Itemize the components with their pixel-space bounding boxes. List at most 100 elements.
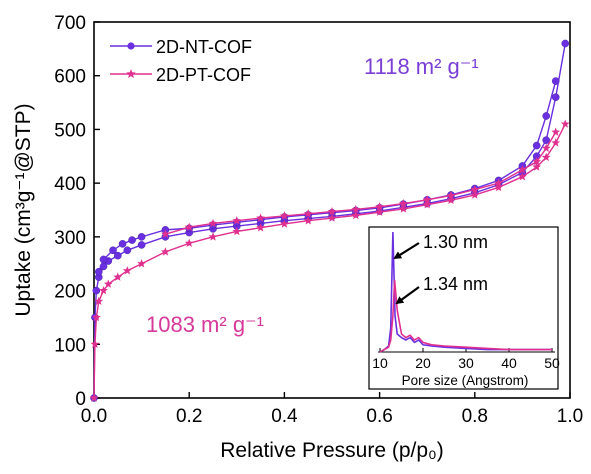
data-point-pt xyxy=(184,238,194,248)
legend-marker-pt xyxy=(126,69,136,79)
annotation-nt-surface-area: 1118 m² g⁻¹ xyxy=(364,54,479,79)
x-tick-label: 0.2 xyxy=(176,406,202,427)
data-point-pt xyxy=(232,216,242,225)
data-point-nt xyxy=(137,241,146,249)
data-point-pt xyxy=(113,272,123,281)
data-point-pt xyxy=(446,195,456,205)
data-point-pt xyxy=(422,200,432,209)
data-point-nt xyxy=(114,251,122,260)
inset-annotation-1-34nm: 1.34 nm xyxy=(423,274,488,294)
data-point-nt xyxy=(551,77,560,85)
data-point-nt xyxy=(99,255,108,264)
x-axis-label: Relative Pressure (p/p₀) xyxy=(220,439,443,462)
legend-label-pt: 2D-PT-COF xyxy=(156,65,251,85)
data-point-pt xyxy=(232,226,242,236)
legend: 2D-NT-COF 2D-PT-COF xyxy=(110,37,252,85)
y-tick-label: 300 xyxy=(54,228,86,249)
inset-x-tick-label: 10 xyxy=(372,355,388,371)
y-axis-label: Uptake (cm³g⁻¹@STP) xyxy=(12,103,35,316)
data-point-nt xyxy=(94,267,103,276)
inset-axis-ticks: 10 20 30 40 50 xyxy=(372,348,560,371)
data-point-nt xyxy=(137,233,146,241)
data-point-pt xyxy=(494,178,503,187)
y-tick-label: 100 xyxy=(54,335,86,356)
data-point-nt xyxy=(92,286,101,295)
data-point-nt xyxy=(561,39,570,48)
data-point-pt xyxy=(90,339,100,349)
data-point-pt xyxy=(99,285,108,295)
y-tick-label: 600 xyxy=(54,67,86,88)
x-tick-label: 0.6 xyxy=(366,406,392,427)
data-point-nt xyxy=(118,240,127,248)
inset-series-line-nt xyxy=(379,231,552,353)
data-point-nt xyxy=(542,112,551,120)
data-point-pt xyxy=(351,204,361,214)
data-point-pt xyxy=(327,213,337,222)
inset-x-tick-label: 30 xyxy=(458,355,474,371)
legend-label-nt: 2D-NT-COF xyxy=(156,37,252,57)
main-plot-series xyxy=(89,39,570,402)
data-point-pt xyxy=(399,204,408,213)
data-point-pt xyxy=(208,232,218,241)
y-tick-label: 200 xyxy=(54,282,86,303)
inset-annotation-1-30nm: 1.30 nm xyxy=(423,232,488,252)
data-point-pt xyxy=(375,207,384,216)
inset-series-line-pt xyxy=(379,279,552,353)
data-point-nt xyxy=(551,93,560,101)
main-axis-ticks: 0.0 0.2 0.4 0.6 0.8 1.0 0 100 200 300 400 500 600 700 xyxy=(54,13,583,427)
data-point-pt xyxy=(375,202,384,211)
x-tick-label: 0.4 xyxy=(271,406,298,427)
inset-arrow-1-34nm xyxy=(395,286,420,305)
inset-arrow-1-30nm xyxy=(393,242,420,260)
data-point-pt xyxy=(161,229,170,238)
data-point-pt xyxy=(551,138,561,147)
inset-x-tick-label: 50 xyxy=(544,355,560,371)
data-point-pt xyxy=(470,184,480,194)
inset-x-tick-label: 40 xyxy=(501,355,517,371)
inset-series xyxy=(379,231,552,353)
data-point-pt xyxy=(303,216,313,225)
data-point-pt xyxy=(122,266,132,275)
data-point-nt xyxy=(532,141,541,150)
data-point-nt xyxy=(128,236,136,244)
data-point-pt xyxy=(541,143,551,152)
x-tick-label: 1.0 xyxy=(557,406,583,427)
data-point-pt xyxy=(560,119,570,128)
legend-marker-nt xyxy=(127,42,135,50)
data-point-pt xyxy=(327,207,337,216)
data-point-pt xyxy=(446,190,456,200)
data-point-pt xyxy=(532,162,542,171)
data-point-pt xyxy=(532,157,542,166)
data-point-pt xyxy=(94,296,104,306)
data-point-pt xyxy=(256,213,265,222)
data-point-pt xyxy=(518,172,527,181)
data-point-nt xyxy=(123,246,132,255)
data-point-pt xyxy=(280,219,289,228)
data-point-pt xyxy=(92,312,101,322)
y-tick-label: 700 xyxy=(54,13,86,34)
y-tick-label: 500 xyxy=(54,120,86,141)
data-point-pt xyxy=(470,190,480,199)
annotation-pt-surface-area: 1083 m² g⁻¹ xyxy=(146,312,264,337)
data-point-pt xyxy=(351,210,361,220)
data-point-pt xyxy=(161,247,170,256)
x-tick-label: 0.0 xyxy=(81,406,107,427)
data-point-pt xyxy=(399,198,408,208)
data-point-pt xyxy=(551,127,561,136)
data-point-pt xyxy=(518,165,527,174)
x-tick-label: 0.8 xyxy=(462,406,488,427)
data-point-pt xyxy=(280,211,289,220)
data-point-pt xyxy=(422,195,432,204)
data-point-pt xyxy=(494,182,503,192)
data-point-pt xyxy=(137,259,146,268)
data-point-pt xyxy=(89,393,99,402)
inset-x-axis-label: Pore size (Angstrom) xyxy=(402,373,529,388)
data-point-pt xyxy=(103,279,113,288)
y-tick-label: 0 xyxy=(75,389,86,410)
data-point-pt xyxy=(256,223,265,232)
data-point-pt xyxy=(208,218,218,228)
data-point-pt xyxy=(303,209,313,218)
inset-x-tick-label: 20 xyxy=(415,355,431,371)
